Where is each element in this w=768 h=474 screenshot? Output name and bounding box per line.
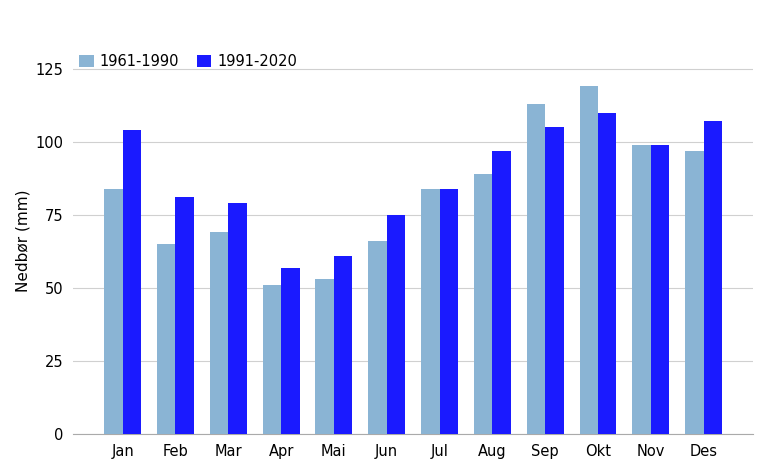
Bar <box>175 197 194 434</box>
Bar <box>527 104 545 434</box>
Bar <box>492 151 511 434</box>
Bar <box>632 145 650 434</box>
Bar <box>263 285 281 434</box>
Bar <box>123 130 141 434</box>
Bar <box>104 189 123 434</box>
Y-axis label: Nedbør (mm): Nedbør (mm) <box>15 190 30 292</box>
Bar <box>685 151 703 434</box>
Bar <box>334 256 353 434</box>
Bar <box>439 189 458 434</box>
Bar <box>387 215 406 434</box>
Bar <box>281 267 300 434</box>
Bar <box>545 127 564 434</box>
Bar <box>474 174 492 434</box>
Bar <box>368 241 387 434</box>
Bar <box>316 279 334 434</box>
Bar <box>228 203 247 434</box>
Legend: 1961-1990, 1991-2020: 1961-1990, 1991-2020 <box>73 48 303 75</box>
Bar <box>580 86 598 434</box>
Bar <box>157 244 175 434</box>
Bar <box>703 121 722 434</box>
Bar <box>421 189 439 434</box>
Bar <box>210 232 228 434</box>
Bar <box>650 145 669 434</box>
Bar <box>598 112 617 434</box>
